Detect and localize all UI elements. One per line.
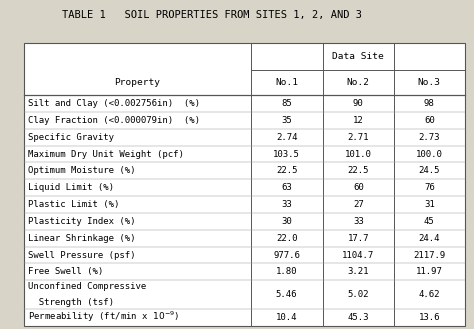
Text: 4.62: 4.62 bbox=[419, 290, 440, 299]
Text: Optimum Moisture (%): Optimum Moisture (%) bbox=[28, 166, 136, 175]
Text: 90: 90 bbox=[353, 99, 364, 108]
Text: Strength (tsf): Strength (tsf) bbox=[28, 298, 114, 307]
Text: Property: Property bbox=[114, 78, 160, 87]
Text: Swell Pressure (psf): Swell Pressure (psf) bbox=[28, 250, 136, 260]
Text: 22.0: 22.0 bbox=[276, 234, 297, 243]
Text: Clay Fraction (<0.000079in)  (%): Clay Fraction (<0.000079in) (%) bbox=[28, 116, 201, 125]
Text: 27: 27 bbox=[353, 200, 364, 209]
Text: 10.4: 10.4 bbox=[276, 313, 297, 322]
Text: 11.97: 11.97 bbox=[416, 267, 443, 276]
Text: 100.0: 100.0 bbox=[416, 149, 443, 159]
Text: Silt and Clay (<0.002756in)  (%): Silt and Clay (<0.002756in) (%) bbox=[28, 99, 201, 108]
Text: No.2: No.2 bbox=[347, 78, 370, 87]
Text: Specific Gravity: Specific Gravity bbox=[28, 133, 114, 142]
Text: 33: 33 bbox=[353, 217, 364, 226]
Text: 1104.7: 1104.7 bbox=[342, 250, 374, 260]
Text: 977.6: 977.6 bbox=[273, 250, 300, 260]
Text: Maximum Dry Unit Weight (pcf): Maximum Dry Unit Weight (pcf) bbox=[28, 149, 184, 159]
Text: 2.74: 2.74 bbox=[276, 133, 297, 142]
Text: Plastic Limit (%): Plastic Limit (%) bbox=[28, 200, 120, 209]
Text: 3.21: 3.21 bbox=[347, 267, 369, 276]
Text: 24.5: 24.5 bbox=[419, 166, 440, 175]
Text: Liquid Limit (%): Liquid Limit (%) bbox=[28, 183, 114, 192]
Text: Linear Shrinkage (%): Linear Shrinkage (%) bbox=[28, 234, 136, 243]
Text: 60: 60 bbox=[424, 116, 435, 125]
Text: Plasticity Index (%): Plasticity Index (%) bbox=[28, 217, 136, 226]
Text: 22.5: 22.5 bbox=[276, 166, 297, 175]
Text: 101.0: 101.0 bbox=[345, 149, 372, 159]
Text: 63: 63 bbox=[281, 183, 292, 192]
Text: 22.5: 22.5 bbox=[347, 166, 369, 175]
Text: 2.71: 2.71 bbox=[347, 133, 369, 142]
Text: 35: 35 bbox=[281, 116, 292, 125]
Text: 2.73: 2.73 bbox=[419, 133, 440, 142]
Text: 45.3: 45.3 bbox=[347, 313, 369, 322]
Text: 33: 33 bbox=[281, 200, 292, 209]
Text: 5.46: 5.46 bbox=[276, 290, 297, 299]
Text: 12: 12 bbox=[353, 116, 364, 125]
Text: 31: 31 bbox=[424, 200, 435, 209]
Text: Unconfined Compressive: Unconfined Compressive bbox=[28, 282, 146, 291]
Text: 45: 45 bbox=[424, 217, 435, 226]
Text: 98: 98 bbox=[424, 99, 435, 108]
Text: Free Swell (%): Free Swell (%) bbox=[28, 267, 104, 276]
Text: 5.02: 5.02 bbox=[347, 290, 369, 299]
Text: TABLE 1   SOIL PROPERTIES FROM SITES 1, 2, AND 3: TABLE 1 SOIL PROPERTIES FROM SITES 1, 2,… bbox=[62, 10, 362, 20]
Text: 24.4: 24.4 bbox=[419, 234, 440, 243]
Text: No.3: No.3 bbox=[418, 78, 441, 87]
Text: Data Site: Data Site bbox=[332, 52, 383, 61]
Text: 103.5: 103.5 bbox=[273, 149, 300, 159]
Text: 30: 30 bbox=[281, 217, 292, 226]
Text: No.1: No.1 bbox=[275, 78, 298, 87]
Text: 2117.9: 2117.9 bbox=[413, 250, 446, 260]
Text: 85: 85 bbox=[281, 99, 292, 108]
Text: Permeability (ft/min x $10^{-9}$): Permeability (ft/min x $10^{-9}$) bbox=[28, 310, 180, 324]
Text: 76: 76 bbox=[424, 183, 435, 192]
Text: 13.6: 13.6 bbox=[419, 313, 440, 322]
Text: 17.7: 17.7 bbox=[347, 234, 369, 243]
Text: 60: 60 bbox=[353, 183, 364, 192]
Text: 1.80: 1.80 bbox=[276, 267, 297, 276]
